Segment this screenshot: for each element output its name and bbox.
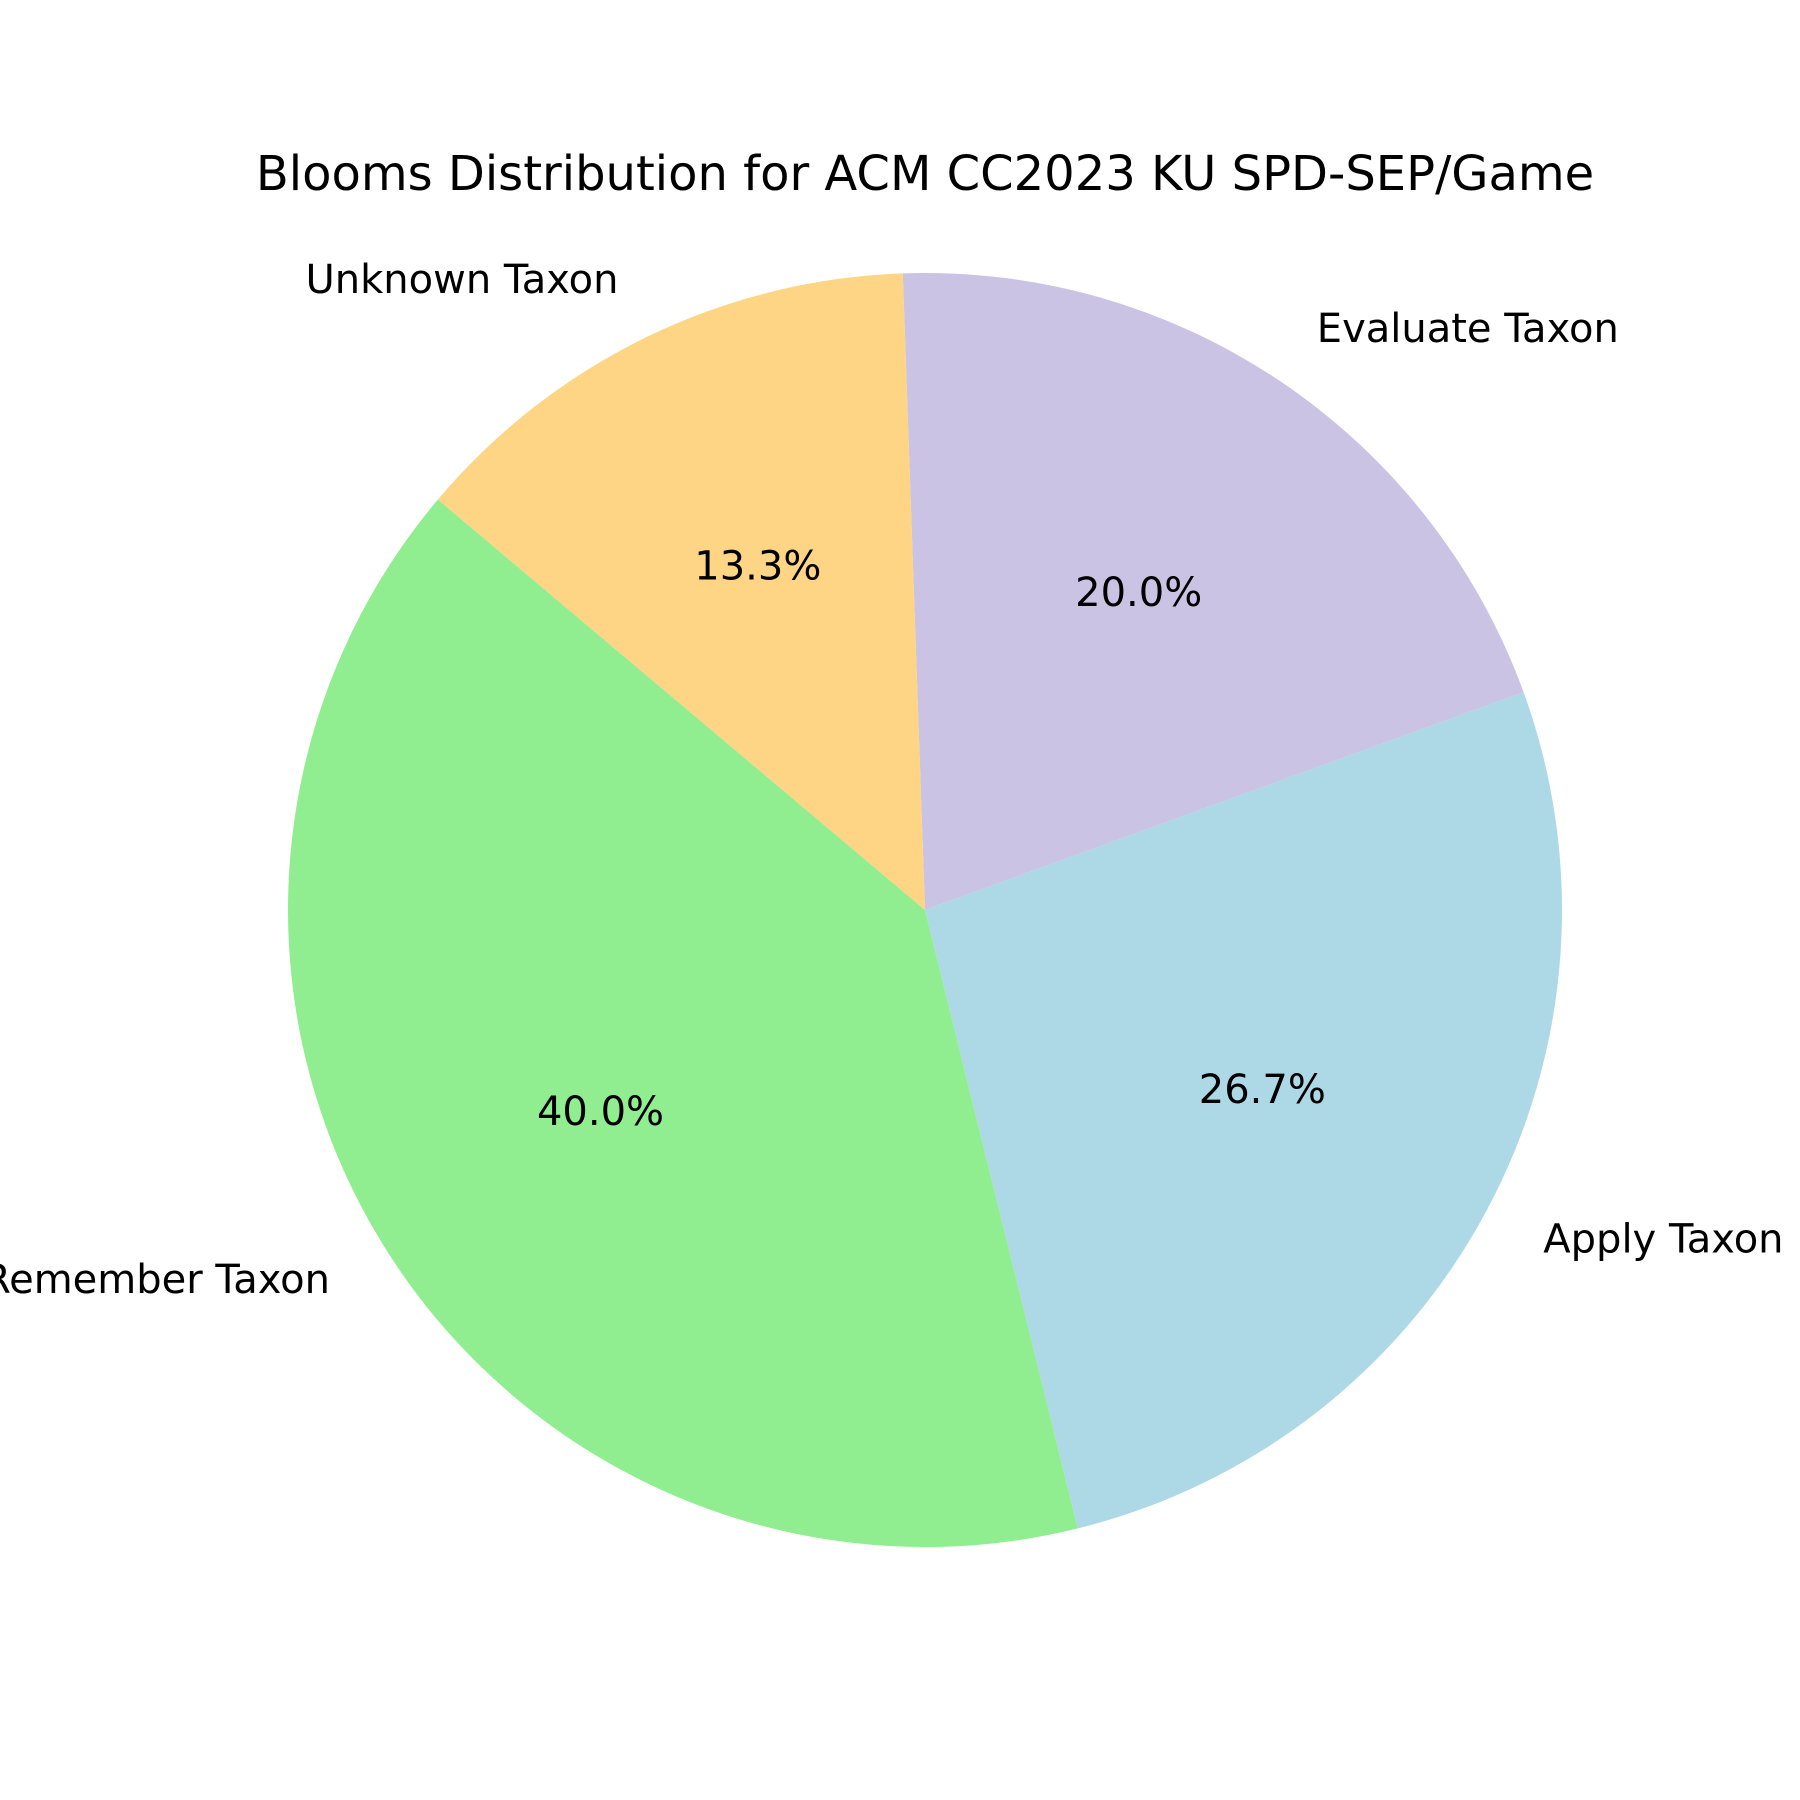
chart-title: Blooms Distribution for ACM CC2023 KU SP… — [256, 146, 1594, 202]
category-labels: Evaluate Taxon Apply Taxon Remember Taxon U… — [0, 257, 1784, 1303]
slice-label-apply-taxon: Apply Taxon — [1543, 1217, 1783, 1263]
slice-label-evaluate-taxon: Evaluate Taxon — [1317, 306, 1619, 352]
pie-slice-unknown-taxon — [437, 273, 925, 910]
pct-label-unknown-taxon: 13.3% — [694, 543, 821, 589]
pie-slices — [287, 273, 1562, 1548]
percent-labels: 20.0% 26.7% 40.0% 13.3% — [537, 543, 1326, 1135]
slice-label-remember-taxon: Remember Taxon — [0, 1257, 330, 1303]
pie-slice-apply-taxon — [925, 692, 1562, 1529]
pct-label-evaluate-taxon: 20.0% — [1075, 570, 1202, 616]
pct-label-apply-taxon: 26.7% — [1199, 1067, 1326, 1113]
pie-slice-remember-taxon — [287, 499, 1078, 1548]
pct-label-remember-taxon: 40.0% — [537, 1089, 664, 1135]
pie-slice-evaluate-taxon — [902, 273, 1524, 911]
slice-label-unknown-taxon: Unknown Taxon — [306, 257, 619, 303]
